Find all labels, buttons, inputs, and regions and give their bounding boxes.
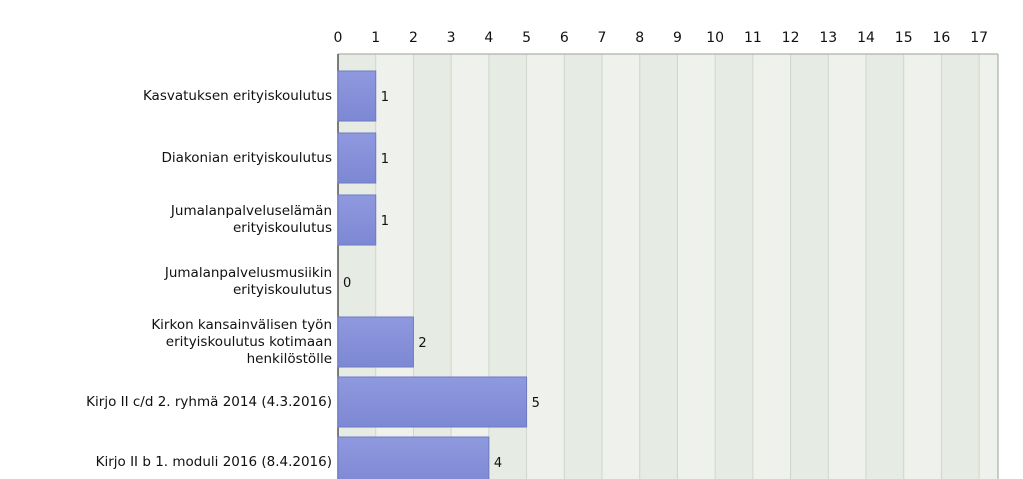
bar: [337, 316, 414, 368]
x-tick-label: 1: [371, 30, 380, 46]
bar: [337, 436, 490, 479]
bar: [337, 376, 528, 428]
category-label: Kirkon kansainvälisen työn erityiskoulut…: [151, 316, 332, 367]
category-label: Kirjo II c/d 2. ryhmä 2014 (4.3.2016): [86, 393, 332, 410]
bar: [337, 132, 377, 184]
bar-value-label: 0: [343, 276, 351, 291]
x-tick-label: 3: [447, 30, 456, 46]
bar: [337, 70, 377, 122]
grid-band: [941, 54, 980, 479]
bar-value-label: 2: [418, 336, 426, 351]
x-tick-label: 2: [409, 30, 418, 46]
bar-value-label: 1: [381, 214, 389, 229]
bar-value-label: 1: [381, 152, 389, 167]
x-tick-label: 9: [673, 30, 682, 46]
x-tick-label: 10: [706, 30, 724, 46]
category-label: Kirjo II b 1. moduli 2016 (8.4.2016): [95, 453, 332, 470]
x-tick-label: 11: [744, 30, 762, 46]
x-tick-label: 0: [334, 30, 343, 46]
grid-band: [715, 54, 753, 479]
x-tick-label: 8: [635, 30, 644, 46]
x-tick-label: 14: [857, 30, 875, 46]
category-label: Jumalanpalvelusmusiikin erityiskoulutus: [164, 265, 332, 298]
x-tick-label: 17: [970, 30, 988, 46]
x-tick-label: 15: [895, 30, 913, 46]
category-label: Jumalanpalveluselämän erityiskoulutus: [170, 203, 332, 236]
x-tick-label: 13: [819, 30, 837, 46]
x-tick-label: 16: [933, 30, 951, 46]
bar: [337, 194, 377, 246]
bar-value-label: 5: [532, 396, 540, 411]
x-tick-label: 4: [484, 30, 493, 46]
grid-band: [564, 54, 602, 479]
x-tick-label: 12: [782, 30, 800, 46]
category-label: Diakonian erityiskoulutus: [161, 149, 332, 166]
x-tick-label: 7: [598, 30, 607, 46]
x-tick-label: 5: [522, 30, 531, 46]
grid-band: [790, 54, 829, 479]
bar-value-label: 1: [381, 90, 389, 105]
bar-value-label: 4: [494, 456, 502, 471]
x-tick-label: 6: [560, 30, 569, 46]
category-labels: Kasvatuksen erityiskoulutus Diakonian eri…: [0, 0, 332, 479]
category-label: Kasvatuksen erityiskoulutus: [142, 87, 332, 104]
grid-band: [866, 54, 904, 479]
grid-band: [639, 54, 678, 479]
